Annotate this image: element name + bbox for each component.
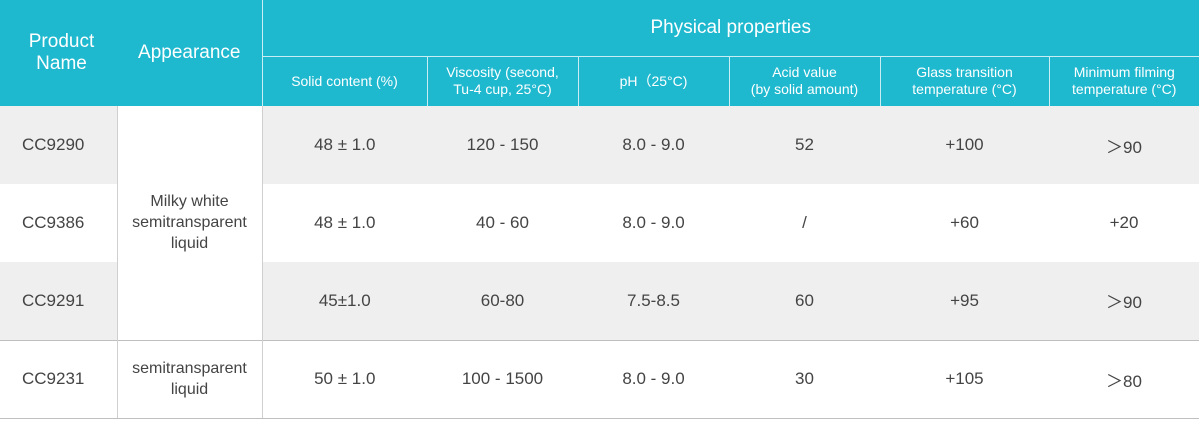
viscosity-cell: 100 - 1500 [427,339,578,419]
product-code: CC9386 [0,184,117,262]
header-viscosity: Viscosity (second, Tu-4 cup, 25°C) [426,55,578,106]
product-code: CC9291 [0,262,117,340]
header-ph: pH（25°C) [577,55,729,106]
table-row: CC9386 48 ± 1.0 40 - 60 8.0 - 9.0 / +60 … [0,184,1199,262]
min-filming-cell: ＞90 [1049,106,1199,184]
glass-transition-cell: +60 [880,184,1049,262]
acid-value-cell: 60 [729,262,880,340]
table-row: CC9290 Milky white semitransparent liqui… [0,106,1199,340]
appearance-cell: semitransparent liquid [116,339,263,419]
header-solid-content: Solid content (%) [261,55,427,106]
glass-transition-cell: +100 [880,106,1049,184]
ph-cell: 7.5-8.5 [578,262,729,340]
header-glass-transition-line2: temperature (°C) [912,81,1017,98]
header-glass-transition-line1: Glass transition [916,64,1013,81]
acid-value-cell: / [729,184,880,262]
appearance-line: liquid [170,235,209,253]
table-header: Product Name Appearance Physical propert… [0,0,1199,106]
viscosity-cell: 40 - 60 [427,184,578,262]
header-viscosity-line1: Viscosity (second, [446,64,559,81]
solid-content-cell: 45±1.0 [262,262,427,340]
min-filming-cell: ＞90 [1049,262,1199,340]
solid-content-cell: 48 ± 1.0 [262,184,427,262]
header-product-name: Product Name [0,0,117,106]
viscosity-cell: 60-80 [427,262,578,340]
ph-cell: 8.0 - 9.0 [578,184,729,262]
appearance-line: Milky white [150,193,229,211]
table-body: CC9290 Milky white semitransparent liqui… [0,106,1199,419]
product-code: CC9231 [0,339,117,419]
acid-value-cell: 30 [729,339,880,419]
header-glass-transition: Glass transition temperature (°C) [879,55,1049,106]
solid-content-cell: 50 ± 1.0 [262,339,427,419]
viscosity-cell: 120 - 150 [427,106,578,184]
header-min-filming: Minimum filming temperature (°C) [1048,55,1199,106]
header-physical-properties: Physical properties [261,0,1199,56]
appearance-line: semitransparent [132,214,247,232]
header-acid-value: Acid value (by solid amount) [728,55,880,106]
header-solid-content-line1: Solid content (%) [291,72,398,89]
glass-transition-cell: +95 [880,262,1049,340]
solid-content-cell: 48 ± 1.0 [262,106,427,184]
header-ph-line1: pH（25°C) [619,72,688,89]
acid-value-cell: 52 [729,106,880,184]
appearance-line: semitransparent [132,360,247,377]
glass-transition-cell: +105 [880,339,1049,419]
appearance-line: liquid [170,381,209,398]
min-filming-cell: ＞80 [1049,339,1199,419]
header-min-filming-line2: temperature (°C) [1072,81,1177,98]
min-filming-cell: +20 [1049,184,1199,262]
ph-cell: 8.0 - 9.0 [578,339,729,419]
table-row: CC9231 semitransparent liquid 50 ± 1.0 1… [0,339,1199,419]
header-viscosity-line2: Tu-4 cup, 25°C) [453,81,552,98]
table-row: CC9291 45±1.0 60-80 7.5-8.5 60 +95 ＞90 [0,262,1199,340]
ph-cell: 8.0 - 9.0 [578,106,729,184]
product-code: CC9290 [0,106,117,184]
header-acid-value-line1: Acid value [772,64,837,81]
header-acid-value-line2: (by solid amount) [750,81,859,98]
header-appearance: Appearance [117,0,262,106]
physical-properties-table: Product Name Appearance Physical propert… [0,0,1199,419]
header-min-filming-line1: Minimum filming [1073,64,1175,81]
appearance-cell: Milky white semitransparent liquid [116,106,263,340]
